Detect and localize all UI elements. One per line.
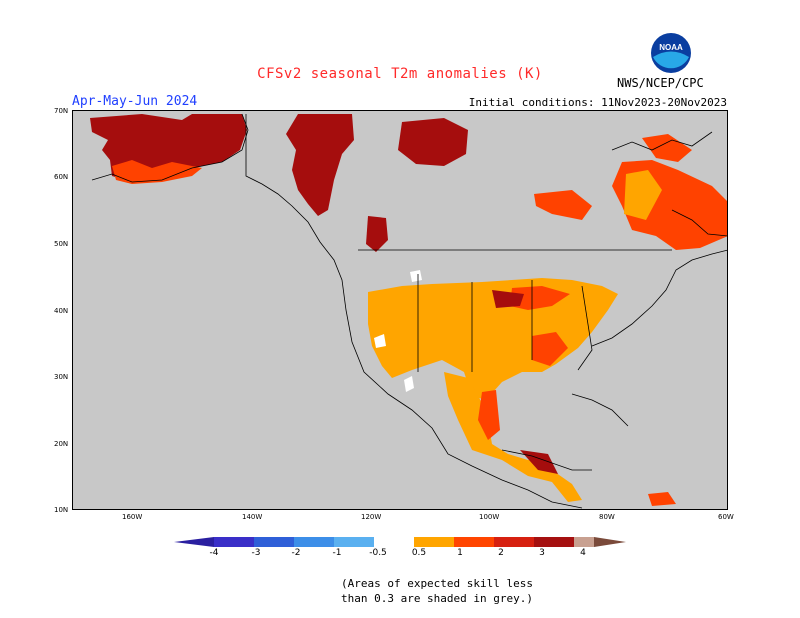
noaa-logo: NOAA	[651, 33, 691, 73]
lon-label-80w: 80W	[599, 513, 615, 521]
colorbar-tick: -4	[209, 548, 219, 558]
colorbar-tick: 0.5	[411, 548, 427, 558]
skill-note-line2: than 0.3 are shaded in grey.)	[340, 592, 534, 605]
colorbar-tick: 1	[457, 548, 463, 558]
colorbar-tick: 2	[498, 548, 504, 558]
colorbar-arrow-left	[174, 537, 214, 547]
skill-note-line1: (Areas of expected skill less	[340, 577, 534, 590]
lon-label-160w: 160W	[122, 513, 143, 521]
lon-label-140w: 140W	[242, 513, 263, 521]
hudson-anomaly	[398, 118, 468, 166]
colorbar-tick: -3	[251, 548, 261, 558]
lat-label-30n: 30N	[54, 373, 69, 381]
conus-anomaly	[368, 278, 618, 400]
lon-label-120w: 120W	[361, 513, 382, 521]
anomaly-field	[90, 114, 728, 506]
colorbar	[174, 537, 626, 547]
colorbar-tick: 3	[539, 548, 545, 558]
map-frame	[72, 110, 728, 510]
western-canada-anomaly	[286, 114, 354, 216]
colorbar-tick: -2	[291, 548, 301, 558]
lat-label-10n: 10N	[54, 506, 69, 514]
lat-label-50n: 50N	[54, 240, 69, 248]
map-title: CFSv2 seasonal T2m anomalies (K)	[257, 66, 543, 82]
season-label: Apr-May-Jun 2024	[72, 94, 198, 109]
colorbar-tick: 4	[580, 548, 586, 558]
colorbar-tick: -1	[332, 548, 342, 558]
colorbar-tick: -0.5	[369, 548, 387, 558]
initial-conditions-label: Initial conditions: 11Nov2023-20Nov2023	[468, 96, 727, 109]
lat-label-60n: 60N	[54, 173, 69, 181]
lat-label-70n: 70N	[54, 107, 69, 115]
lat-label-20n: 20N	[54, 440, 69, 448]
coastlines	[91, 113, 729, 509]
anomaly-map	[72, 110, 729, 514]
lon-label-100w: 100W	[479, 513, 500, 521]
lat-label-40n: 40N	[54, 307, 69, 315]
colorbar-arrow-right	[594, 537, 626, 547]
agency-label: NWS/NCEP/CPC	[617, 76, 704, 90]
skill-note: (Areas of expected skill less than 0.3 a…	[0, 576, 800, 606]
lon-label-60w: 60W	[718, 513, 734, 521]
svg-text:NOAA: NOAA	[659, 43, 683, 52]
